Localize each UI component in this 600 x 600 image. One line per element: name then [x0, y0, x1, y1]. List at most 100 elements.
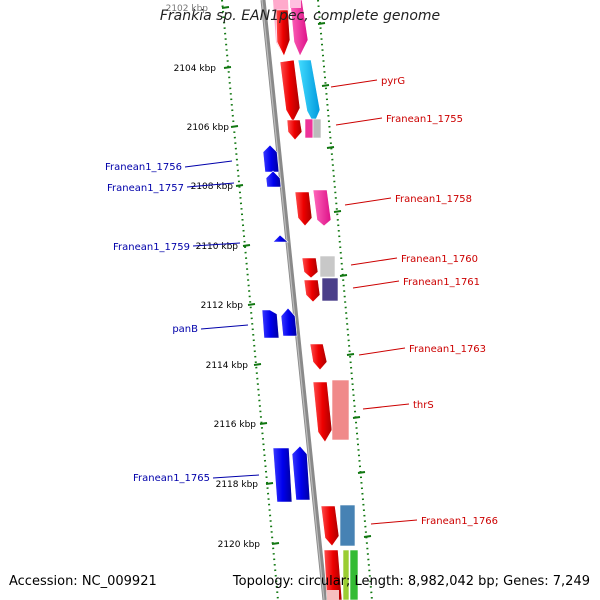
- leader-line: [358, 347, 406, 356]
- ruler-label: 2106 kbp: [187, 123, 230, 133]
- forward-leaders: [330, 79, 418, 525]
- gene-arrow: [291, 445, 311, 501]
- forward-genes: [273, 0, 359, 600]
- leader-line: [212, 474, 260, 479]
- reverse-leaders: [184, 160, 260, 479]
- gene-block: [342, 549, 350, 600]
- leader-line: [350, 257, 398, 266]
- leader-line: [362, 403, 410, 410]
- gene-label-franean1-1765: Franean1_1765: [133, 473, 210, 484]
- ruler-label: 2118 kbp: [216, 480, 259, 490]
- gene-block: [290, 0, 301, 8]
- leader-line: [200, 324, 249, 330]
- leader-line: [186, 182, 235, 188]
- reverse-genes: [261, 144, 311, 503]
- gene-arrow: [265, 170, 282, 188]
- gene-arrow: [312, 381, 333, 443]
- gene-label-thrs: thrS: [413, 400, 434, 411]
- gene-arrow: [272, 447, 293, 503]
- ruler-label: 2114 kbp: [206, 361, 249, 371]
- ruler-label: 2112 kbp: [201, 301, 244, 311]
- gene-block: [349, 549, 359, 600]
- outer-track: [317, 0, 373, 600]
- gene-arrow: [279, 59, 301, 123]
- ruler-tick: [265, 482, 274, 485]
- gene-arrow: [303, 279, 321, 303]
- gene-arrow: [262, 144, 280, 173]
- gene-label-franean1-1763: Franean1_1763: [409, 344, 486, 355]
- ruler-tick: [235, 184, 244, 187]
- outer-tick: [346, 353, 355, 356]
- topology-text: Topology: circular; Length: 8,982,042 bp…: [232, 574, 590, 589]
- gene-arrow: [312, 189, 332, 227]
- gene-arrow: [280, 307, 298, 337]
- leader-line: [352, 280, 400, 289]
- gene-block: [312, 118, 322, 139]
- outer-tick: [321, 84, 330, 87]
- ruler-tick: [242, 244, 251, 247]
- gene-arrow: [301, 257, 319, 279]
- leader-line: [192, 242, 241, 247]
- gene-arrow: [294, 191, 313, 227]
- outer-ticks: [317, 22, 372, 538]
- leader-line: [184, 160, 233, 168]
- outer-tick: [317, 22, 326, 25]
- leader-line: [330, 79, 378, 88]
- leader-line: [335, 117, 383, 126]
- outer-tick: [357, 471, 366, 474]
- ruler-ticks: [221, 6, 280, 545]
- ruler-label: 2120 kbp: [218, 540, 261, 550]
- ruler-label: 2116 kbp: [214, 420, 257, 430]
- leader-line: [344, 197, 392, 206]
- gene-arrow: [323, 549, 343, 600]
- gene-label-franean1-1760: Franean1_1760: [401, 254, 478, 265]
- gene-label-franean1-1761: Franean1_1761: [403, 277, 480, 288]
- outer-tick: [326, 146, 335, 149]
- ruler-tick: [230, 125, 239, 128]
- gene-block: [304, 118, 314, 139]
- gene-block: [319, 255, 336, 278]
- ruler-tick: [259, 422, 268, 425]
- ruler-tick: [221, 6, 230, 9]
- gene-block: [339, 504, 356, 547]
- outer-tick: [352, 416, 361, 419]
- genome-backbone: [260, 0, 328, 600]
- gene-arrow: [275, 9, 291, 57]
- gene-arrow: [272, 234, 289, 243]
- gene-label-franean1-1759: Franean1_1759: [113, 242, 190, 253]
- gene-block: [321, 277, 339, 302]
- ruler-label: 2108 kbp: [191, 182, 234, 192]
- accession-text: Accession: NC_009921: [9, 574, 157, 589]
- gene-arrow: [261, 309, 280, 339]
- ruler-tick: [253, 363, 262, 366]
- outer-tick: [339, 274, 348, 277]
- gene-label-franean1-1757: Franean1_1757: [107, 183, 184, 194]
- ruler-track: [221, 0, 279, 600]
- ruler-label: 2110 kbp: [196, 242, 239, 252]
- genome-backbone-highlight: [261, 0, 325, 600]
- ruler-label: 2104 kbp: [174, 64, 217, 74]
- gene-label-panb: panB: [172, 324, 198, 335]
- ruler-label: 2102 kbp: [166, 4, 209, 14]
- outer-tick: [333, 210, 342, 213]
- map-title: Frankia sp. EAN1pec, complete genome: [159, 8, 441, 24]
- ruler-tick: [271, 542, 280, 545]
- forward-labels: pyrG Franean1_1755 Franean1_1758 Franean…: [381, 76, 498, 527]
- leader-line: [370, 519, 418, 525]
- gene-arrow: [309, 343, 328, 371]
- gene-block: [331, 379, 350, 441]
- reverse-labels: Franean1_1756 Franean1_1757 Franean1_175…: [105, 162, 210, 484]
- gene-arrow: [297, 59, 321, 125]
- gene-arrow: [289, 0, 309, 57]
- gene-label-pyrg: pyrG: [381, 76, 405, 87]
- outer-tick: [363, 535, 372, 538]
- ruler-labels: 2102 kbp 2104 kbp 2106 kbp 2108 kbp 2110…: [166, 4, 261, 550]
- gene-arrow: [286, 119, 303, 141]
- gene-label-franean1-1755: Franean1_1755: [386, 114, 463, 125]
- gene-block: [327, 590, 339, 600]
- gene-arrow: [320, 505, 340, 547]
- gene-label-franean1-1758: Franean1_1758: [395, 194, 472, 205]
- ruler-tick: [247, 303, 256, 306]
- gene-label-franean1-1756: Franean1_1756: [105, 162, 182, 173]
